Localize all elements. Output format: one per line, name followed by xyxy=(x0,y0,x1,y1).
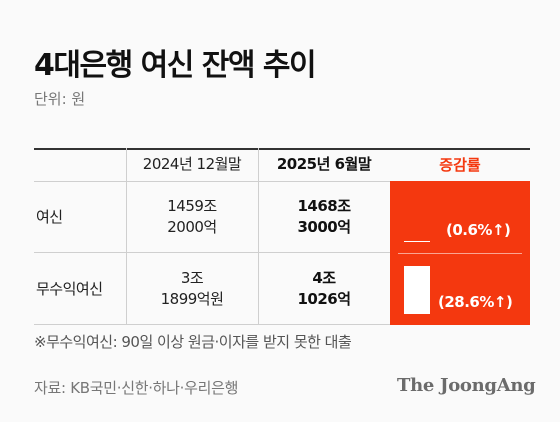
cell-loans-jun2025: 1468조 3000억 xyxy=(258,181,390,252)
table-col-divider-2 xyxy=(258,148,259,325)
source-credit: 자료: KB국민·신한·하나·우리은행 xyxy=(34,379,239,397)
table-top-rule xyxy=(34,148,530,150)
cell-npl-dec2024-line1: 3조 xyxy=(180,268,204,287)
data-table: 2024년 12월말 2025년 6월말 증감률 여신 무수익여신 1459조 … xyxy=(34,148,530,325)
cell-loans-dec2024: 1459조 2000억 xyxy=(126,181,258,252)
cell-npl-jun2025-line2: 1026억 xyxy=(297,289,351,308)
cell-loans-dec2024-line2: 2000억 xyxy=(167,217,217,236)
header-dec-2024: 2024년 12월말 xyxy=(142,155,242,173)
chart-title: 4대은행 여신 잔액 추이 xyxy=(34,48,317,83)
change-label-loans: (0.6%↑) xyxy=(446,221,511,239)
row-label-loans: 여신 xyxy=(36,208,63,226)
footnote: ※무수익여신: 90일 이상 원금·이자를 받지 못한 대출 xyxy=(34,333,352,351)
unit-label: 단위: 원 xyxy=(34,90,86,108)
row-label-npl: 무수익여신 xyxy=(36,280,103,298)
header-jun-2025: 2025년 6월말 xyxy=(276,155,372,173)
cell-npl-dec2024: 3조 1899억원 xyxy=(126,253,258,324)
table-row-divider xyxy=(34,252,530,253)
publisher-logo: The JoongAng xyxy=(397,375,536,396)
change-bar-npl xyxy=(404,266,430,314)
table-col-divider-1 xyxy=(126,148,127,325)
change-label-npl: (28.6%↑) xyxy=(438,293,513,311)
change-rate-panel: (0.6%↑) (28.6%↑) xyxy=(390,181,530,325)
header-change-rate: 증감률 xyxy=(439,156,481,174)
cell-loans-dec2024-line1: 1459조 xyxy=(167,196,217,215)
change-bar-loans xyxy=(404,240,430,242)
table-bottom-rule xyxy=(34,324,530,325)
cell-loans-jun2025-line1: 1468조 xyxy=(297,196,351,215)
cell-npl-dec2024-line2: 1899억원 xyxy=(160,289,224,308)
cell-npl-jun2025-line1: 4조 xyxy=(312,268,336,287)
cell-loans-jun2025-line2: 3000억 xyxy=(297,217,351,236)
change-rate-divider xyxy=(398,253,522,254)
table-header-divider xyxy=(34,181,530,182)
cell-npl-jun2025: 4조 1026억 xyxy=(258,253,390,324)
